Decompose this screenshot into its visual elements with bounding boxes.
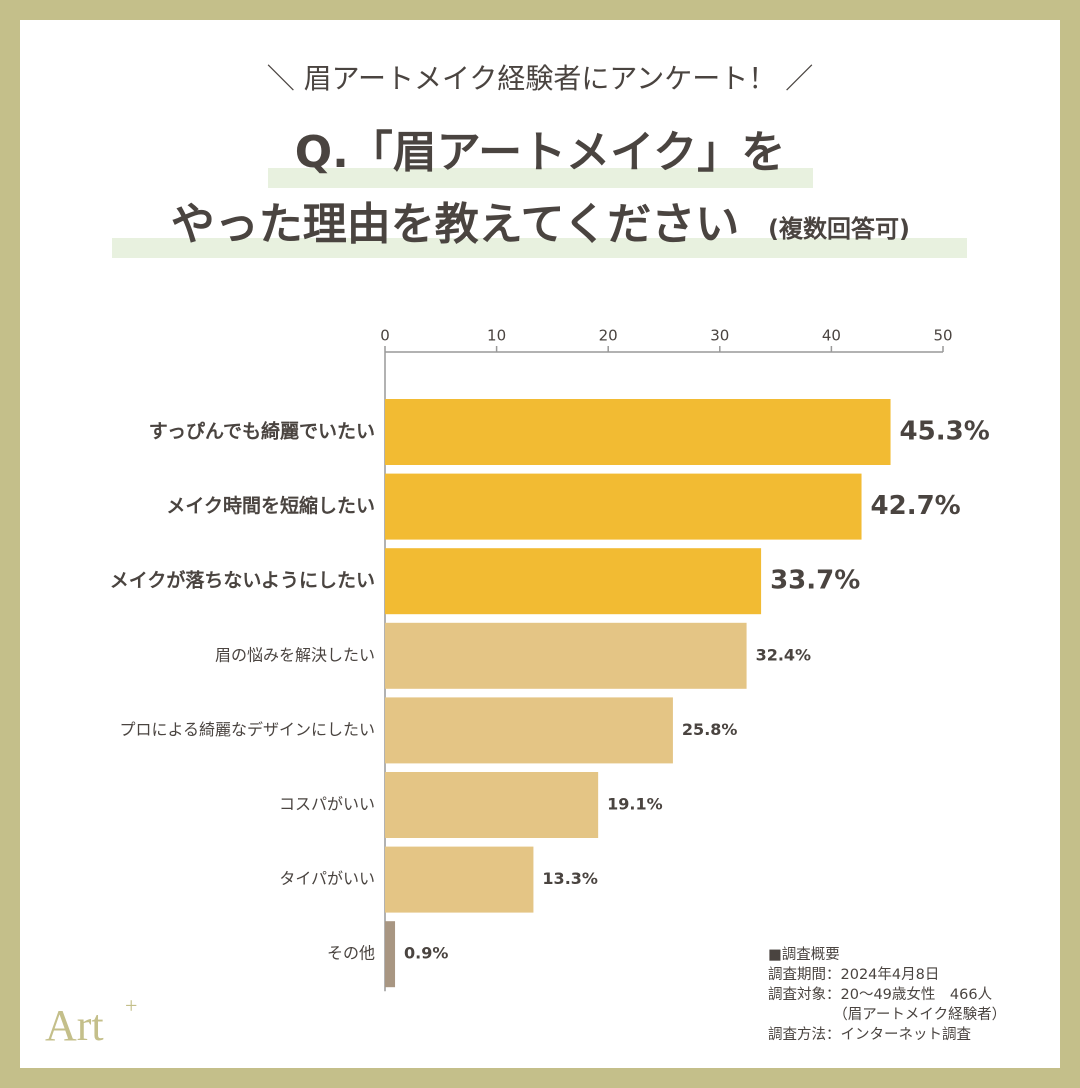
bar [385,622,747,689]
y-tick-label: メイクが落ちないようにしたい [110,569,375,592]
bar [385,548,762,615]
bar [385,772,599,838]
panel [20,20,1060,1068]
value-label: 33.7% [770,566,860,596]
title-note: (複数回答可) [768,215,910,243]
note: 調査方法：インターネット調査 [768,1026,971,1043]
value-label: 25.8% [682,720,738,739]
chart-title: Q.「眉アートメイク」を [295,127,786,178]
note: ■調査概要 [768,946,840,963]
note: 調査期間：2024年4月8日 [768,966,939,983]
y-tick-label: プロによる綺麗なデザインにしたい [119,720,375,739]
logo-sup: + [125,993,137,1018]
value-label: 32.4% [756,645,812,664]
subtitle: ＼ 眉アートメイク経験者にアンケート！ ／ [267,62,813,95]
bar [385,846,534,913]
value-label: 13.3% [542,869,598,888]
x-tick-label: 0 [380,327,390,345]
x-tick-label: 50 [933,327,952,345]
note: 調査対象：20〜49歳女性 466人 [768,985,992,1003]
bar [385,473,862,540]
value-label: 42.7% [871,491,961,521]
title-highlight [112,238,967,258]
value-label: 45.3% [900,417,990,447]
value-label: 19.1% [607,795,663,814]
y-tick-label: メイク時間を短縮したい [166,494,375,517]
value-label: 0.9% [404,944,448,963]
x-tick-label: 10 [487,327,506,345]
x-tick-label: 40 [822,327,841,345]
bar [385,399,891,465]
y-tick-label: コスパがいい [279,795,375,814]
x-tick-label: 20 [599,327,618,345]
x-tick-label: 30 [710,327,729,345]
y-tick-label: 眉の悩みを解決したい [215,645,375,664]
logo: Art [45,1001,104,1050]
y-tick-label: タイパがいい [279,869,375,888]
bar [385,697,673,764]
bar [385,921,396,988]
note: （眉アートメイク経験者） [768,1006,1006,1023]
y-tick-label: その他 [327,944,375,963]
chart-title: やった理由を教えてください [171,199,739,250]
title-highlight [268,168,813,188]
y-tick-label: すっぴんでも綺麗でいたい [149,420,375,443]
